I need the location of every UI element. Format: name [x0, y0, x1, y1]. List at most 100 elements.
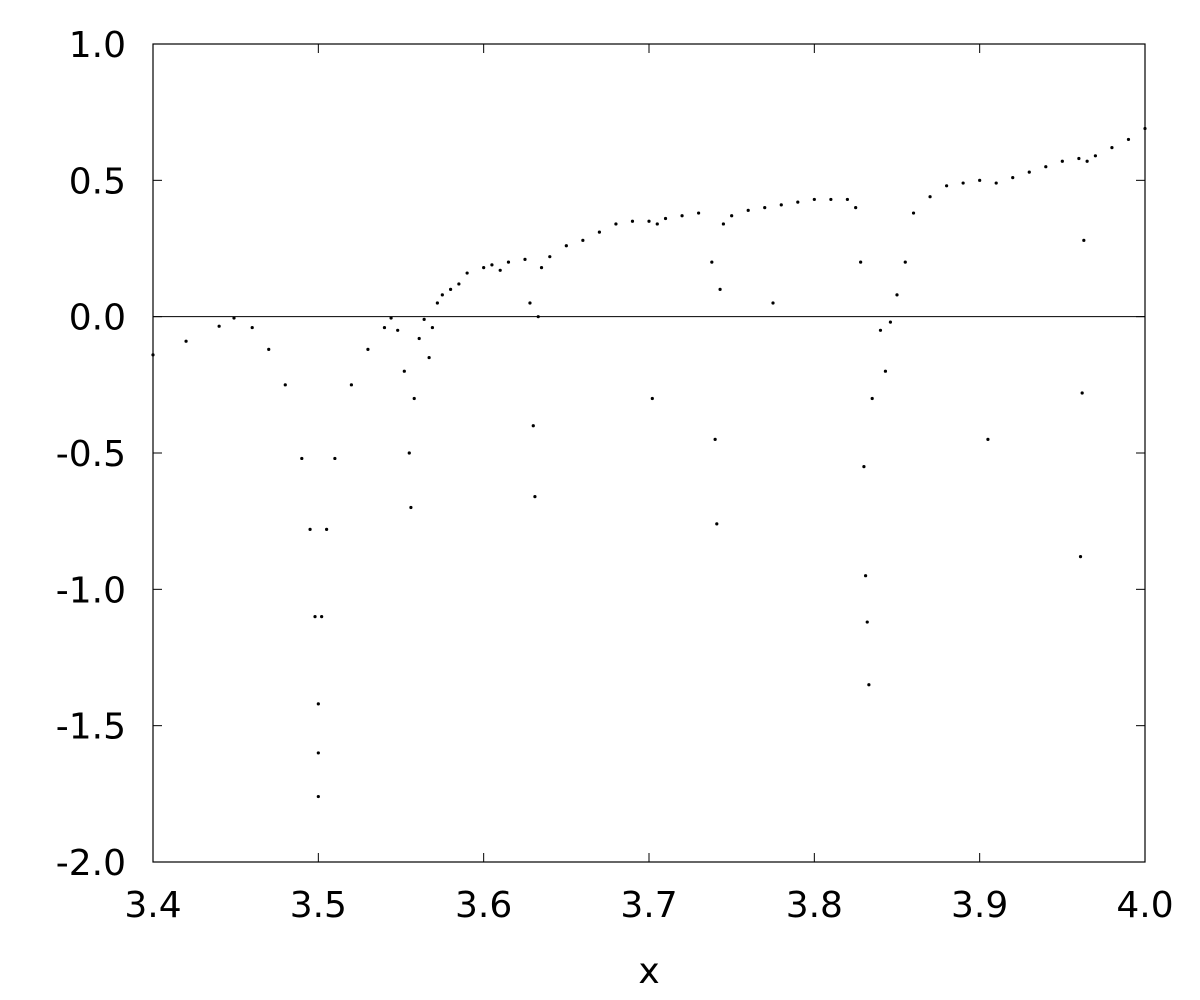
data-point — [389, 316, 393, 320]
data-point — [730, 214, 734, 218]
data-point — [581, 238, 585, 242]
data-point — [523, 257, 527, 262]
x-tick-label: 4.0 — [1116, 885, 1173, 926]
data-point — [862, 465, 866, 469]
data-point — [829, 197, 833, 202]
x-axis-title: x — [638, 951, 659, 992]
data-point — [1085, 159, 1089, 163]
data-point — [713, 437, 717, 441]
data-point — [680, 214, 684, 218]
data-point — [888, 320, 892, 324]
data-point — [978, 178, 982, 182]
data-point — [417, 336, 421, 341]
data-point — [845, 197, 850, 202]
data-point — [250, 325, 254, 330]
data-point — [865, 620, 869, 624]
data-point — [655, 222, 659, 226]
data-point — [412, 396, 416, 401]
data-point — [531, 424, 535, 428]
data-point — [300, 456, 304, 461]
data-point — [422, 317, 426, 321]
data-point — [878, 328, 883, 332]
data-point — [325, 527, 329, 531]
data-point — [430, 325, 435, 330]
data-point — [614, 222, 618, 226]
data-point — [715, 522, 719, 526]
data-point — [1093, 154, 1097, 158]
data-points — [151, 126, 1147, 799]
data-point — [1143, 126, 1147, 131]
data-point — [961, 181, 965, 185]
x-tick-label: 3.4 — [124, 885, 181, 926]
x-tick-label: 3.7 — [620, 885, 677, 926]
data-point — [396, 328, 400, 332]
data-point — [316, 702, 320, 706]
data-point — [1110, 146, 1114, 150]
data-point — [151, 353, 155, 357]
data-point — [409, 505, 413, 510]
data-point — [1082, 238, 1086, 242]
data-point — [316, 794, 320, 799]
y-tick-label: 1.0 — [69, 25, 126, 66]
data-point — [994, 181, 998, 185]
data-point — [184, 339, 188, 343]
x-tick-label: 3.8 — [786, 885, 843, 926]
data-point — [539, 265, 544, 270]
data-point — [812, 197, 816, 202]
data-point — [697, 211, 701, 215]
data-point — [854, 206, 858, 210]
data-point — [1044, 165, 1048, 169]
x-tick-label: 3.6 — [455, 885, 512, 926]
data-point — [435, 301, 439, 305]
data-point — [867, 683, 871, 687]
data-point — [650, 396, 654, 401]
data-point — [548, 255, 552, 259]
data-point — [528, 301, 532, 305]
data-point — [911, 211, 916, 215]
data-point — [402, 369, 406, 373]
data-point — [1126, 137, 1131, 142]
data-point — [796, 200, 800, 204]
data-point — [597, 230, 602, 234]
y-tick-label: -2.0 — [56, 843, 126, 884]
data-point — [308, 527, 312, 531]
data-point — [320, 615, 324, 619]
data-point — [779, 203, 783, 207]
y-tick-label: -1.0 — [56, 570, 126, 611]
x-tick-label: 3.5 — [290, 885, 347, 926]
data-point — [1060, 159, 1064, 163]
data-point — [536, 315, 540, 319]
data-point — [986, 437, 990, 441]
data-point — [283, 383, 287, 387]
data-point — [316, 751, 320, 755]
data-point — [506, 260, 511, 264]
data-point — [928, 195, 932, 199]
data-point — [313, 615, 317, 619]
data-point — [564, 244, 568, 248]
y-tick-label: 0.5 — [69, 161, 126, 202]
y-tick-label: -1.5 — [56, 707, 126, 748]
data-point — [333, 456, 337, 461]
data-point — [763, 206, 767, 210]
data-point — [490, 263, 494, 267]
data-point — [863, 574, 868, 578]
data-point — [746, 208, 750, 212]
data-point — [1077, 156, 1081, 161]
data-point — [1011, 176, 1015, 180]
data-point — [457, 282, 461, 286]
data-point — [895, 293, 899, 297]
data-point — [945, 184, 949, 188]
data-point — [883, 369, 888, 373]
data-point — [771, 301, 775, 305]
y-tick-label: -0.5 — [56, 434, 126, 475]
data-point — [903, 260, 907, 264]
data-point — [440, 293, 444, 297]
data-point — [449, 287, 453, 291]
data-point — [718, 287, 722, 291]
data-point — [382, 325, 387, 330]
data-point — [349, 383, 353, 387]
data-point — [721, 222, 726, 226]
data-point — [710, 260, 714, 264]
data-point — [465, 271, 469, 275]
data-point — [630, 219, 635, 223]
